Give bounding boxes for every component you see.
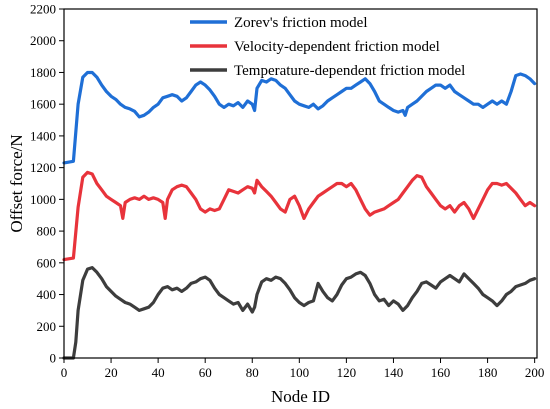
x-tick-label: 140 xyxy=(384,365,404,380)
x-tick-label: 40 xyxy=(152,365,165,380)
legend-label-1: Zorev's friction model xyxy=(234,15,368,31)
y-tick-label: 1600 xyxy=(30,97,56,112)
y-tick-label: 2000 xyxy=(30,33,56,48)
y-tick-label: 600 xyxy=(37,255,57,270)
y-tick-label: 1400 xyxy=(30,128,56,143)
x-tick-label: 120 xyxy=(337,365,357,380)
legend: Zorev's friction model Velocity-dependent… xyxy=(190,15,465,79)
series-line-1 xyxy=(62,70,537,165)
plot-area xyxy=(62,70,537,360)
series-line-3 xyxy=(62,266,537,360)
x-tick-label: 160 xyxy=(431,365,451,380)
x-tick-label: 180 xyxy=(478,365,498,380)
legend-label-3: Temperature-dependent friction model xyxy=(234,63,465,79)
y-tick-label: 2200 xyxy=(30,2,56,17)
x-tick-label: 80 xyxy=(246,365,259,380)
plot-frame xyxy=(63,8,538,359)
series-line-2 xyxy=(62,170,537,262)
y-axis-label: Offset force/N xyxy=(7,134,26,232)
y-tick-label: 0 xyxy=(50,351,57,366)
axes: 0 20 40 60 80 100 120 140 160 180 2000200400600800… xyxy=(30,2,544,381)
x-axis-label: Node ID xyxy=(271,387,330,406)
y-tick-label: 400 xyxy=(37,287,57,302)
legend-label-2: Velocity-dependent friction model xyxy=(234,39,440,55)
x-tick-label: 0 xyxy=(61,365,68,380)
x-tick-label: 100 xyxy=(290,365,310,380)
x-tick-label: 20 xyxy=(105,365,118,380)
y-tick-label: 1800 xyxy=(30,65,56,80)
y-tick-label: 1200 xyxy=(30,160,56,175)
y-tick-label: 800 xyxy=(37,224,57,239)
x-tick-label: 60 xyxy=(199,365,212,380)
y-tick-label: 200 xyxy=(37,319,57,334)
x-tick-label: 200 xyxy=(525,365,545,380)
y-tick-label: 1000 xyxy=(30,192,56,207)
